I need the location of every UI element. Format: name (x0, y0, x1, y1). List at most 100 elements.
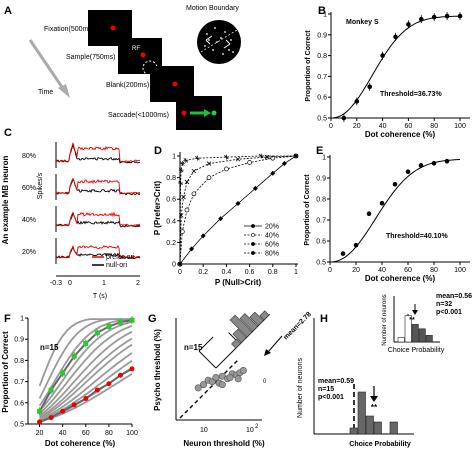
psycho-point (60, 370, 66, 376)
panel-b-monkey: Monkey S (346, 19, 379, 26)
data-point (341, 115, 347, 121)
x-tick-label: 60 (82, 430, 90, 437)
data-point (353, 242, 359, 248)
neuro-point (71, 402, 77, 408)
panel-f-individual-curves (38, 318, 133, 423)
legend-label: 80% (265, 251, 279, 258)
neuron-point (218, 381, 226, 389)
panel-g-xtick-10: 10 (200, 427, 208, 434)
x-tick-label: 20 (36, 430, 44, 437)
panel-f-n: n=15 (40, 343, 59, 352)
motion-arrow-right (223, 39, 231, 49)
motion-boundary-line (200, 29, 238, 53)
hist-bar (239, 313, 259, 332)
neuro-point (117, 372, 123, 378)
panel-h-ylabel: Number of neurons (297, 358, 304, 418)
roc-marker (184, 179, 190, 185)
neuron-point (200, 381, 208, 389)
saccade-label: Saccade(<1000ms) (108, 112, 169, 119)
panel-e: E 0 20 40 60 80 100 0.5 0.6 0.7 0.8 0.9 1 Threshold… (304, 145, 470, 283)
x-tick-label: 80 (105, 430, 113, 437)
motion-dot (212, 49, 214, 51)
roc-marker (179, 161, 185, 167)
panel-h-mean: mean=0.59 (318, 378, 354, 385)
panel-g-hist-bars (229, 310, 270, 349)
roc-marker (206, 161, 212, 166)
roc-marker (252, 185, 258, 191)
inset-mean: mean=0.56 (436, 293, 472, 300)
panel-g-mean: mean=2.78 (282, 311, 312, 341)
fixation-dot (110, 25, 116, 31)
x-tick-label: 0.2 (198, 269, 208, 276)
neuron-curve (39, 373, 133, 423)
y-tick-label: 0.8 (166, 175, 176, 182)
panel-f-xlabel: Dot coherence (%) (45, 439, 116, 448)
y-tick-label: 0.9 (14, 337, 24, 344)
roc-marker (183, 157, 189, 163)
motion-dot (222, 53, 224, 55)
neuron-point (239, 366, 247, 374)
panel-b-ylabel: Proportion of Correct (305, 30, 312, 102)
panel-h: H ** mean=0.59 n=15 p<0.001 Choice Proba… (297, 293, 472, 448)
x-tick-label: 40 (379, 123, 387, 130)
panel-e-ticks: 0 20 40 60 80 100 0.5 0.6 0.7 0.8 0.9 1 (316, 155, 466, 275)
panel-e-points (340, 158, 450, 256)
roc-marker (189, 246, 195, 252)
panel-f-ylabel: Proportion of Correct (1, 331, 10, 413)
data-point (444, 13, 450, 19)
inset-ylabel: Number of neurons (382, 294, 388, 345)
y-tick-label: 0 (172, 262, 176, 269)
panel-g-hist-frame-top (198, 336, 214, 352)
roc-marker (200, 233, 206, 239)
data-point (379, 200, 385, 206)
panel-f-ticks: 20 40 60 80 100 0.5 0.6 0.7 0.8 0.9 1 (14, 316, 138, 438)
psycho-point (37, 408, 43, 414)
panel-d-legend: 20% 40% 60% 80% (244, 224, 279, 258)
data-point (431, 14, 437, 20)
y-tick-label: 0.9 (317, 32, 327, 39)
panel-g-n: n=15 (184, 343, 203, 352)
y-tick-label: 1 (322, 155, 326, 162)
x-tick-label: 0 (328, 267, 332, 274)
motion-boundary-stimulus (197, 20, 241, 64)
y-tick-label: 0.4 (166, 218, 176, 225)
inset-p: p<0.001 (436, 309, 462, 316)
y-tick-label: 0.8 (316, 197, 326, 204)
hist-bar (231, 338, 242, 349)
motion-dot (232, 51, 234, 53)
panel-e-fit-curve (329, 159, 461, 263)
panel-c-xtick-neg: -0.3 (50, 280, 62, 287)
inset-xlabel: Choice Probability (388, 347, 445, 354)
panel-h-stars: ** (371, 403, 378, 412)
psycho-point (48, 387, 54, 393)
panel-g-xtick-100: 10 (246, 427, 254, 434)
panel-h-p: p<0.001 (318, 394, 344, 401)
time-arrow (28, 39, 66, 91)
motion-dots (204, 27, 234, 55)
inset-bars (397, 315, 433, 343)
panel-c-rows (55, 142, 141, 264)
roc-marker (293, 153, 299, 159)
legend-label: 40% (265, 233, 279, 240)
roc-marker (178, 167, 184, 173)
neuron-curve (39, 337, 133, 419)
panel-c-row-label-20: 20% (22, 249, 36, 256)
x-tick-label: 0 (178, 269, 182, 276)
panel-b-ticks: 0 20 40 60 80 100 0.5 0.6 0.7 0.8 0.9 1 (317, 12, 466, 131)
panel-h-xlabel: Choice Probability (349, 441, 411, 448)
panel-b-points (341, 12, 463, 122)
legend-marker (251, 242, 255, 246)
panel-c-xtick-0: 0 (68, 280, 72, 287)
data-point (431, 161, 437, 166)
panel-e-ylabel: Proportion of Correct (304, 174, 311, 246)
motion-dot (228, 49, 230, 51)
y-tick-label: 0.5 (317, 116, 327, 123)
y-tick-label: 0.7 (14, 379, 24, 386)
motion-arrow-left (205, 35, 213, 45)
hist-bar (259, 310, 270, 321)
hist-bar (229, 314, 253, 338)
panel-g-xtick-exp: 2 (255, 424, 259, 430)
prefer-ori-trace (55, 244, 141, 259)
panel-f: F 20 40 60 80 100 0.5 0.6 0.7 0.8 0.9 1 n=15 Dot c… (1, 313, 138, 448)
